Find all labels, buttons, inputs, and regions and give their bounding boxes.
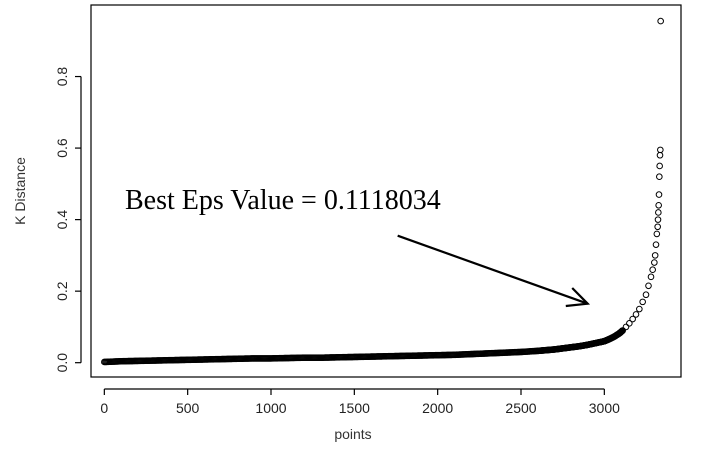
x-tick-label: 2500 <box>505 400 536 416</box>
x-tick-label: 1500 <box>339 400 370 416</box>
data-point <box>655 209 662 216</box>
data-point <box>657 146 664 154</box>
x-axis: 0 500 1000 1500 2000 2500 3000 <box>100 388 620 416</box>
x-tick-label: 3000 <box>589 400 620 416</box>
annotation-arrow-shaft <box>397 234 589 305</box>
x-tick-label: 2000 <box>422 400 453 416</box>
data-point <box>619 327 626 334</box>
data-points <box>101 17 664 366</box>
x-tick-label: 0 <box>100 400 108 416</box>
x-axis-title: points <box>334 426 371 442</box>
data-point <box>629 315 636 323</box>
data-point <box>656 162 663 170</box>
data-point <box>654 223 661 231</box>
data-point <box>656 173 663 180</box>
data-point <box>656 151 664 159</box>
data-point <box>647 273 655 281</box>
data-point <box>639 298 646 306</box>
data-point <box>654 216 662 223</box>
data-point <box>655 202 662 209</box>
data-point <box>636 305 643 313</box>
x-tick-label: 500 <box>176 400 200 416</box>
data-point <box>651 259 658 266</box>
data-point <box>655 191 663 198</box>
y-tick-label: 0.6 <box>54 138 70 158</box>
y-tick-label: 0.2 <box>54 281 70 301</box>
x-tick-label: 1000 <box>255 400 286 416</box>
y-tick-label: 0.8 <box>54 67 70 87</box>
data-point <box>626 320 633 327</box>
annotation-arrow-head <box>565 287 591 308</box>
plot-area-frame <box>90 4 682 378</box>
data-point <box>653 230 661 238</box>
y-axis: 0.0 0.2 0.4 0.6 0.8 <box>54 67 82 373</box>
y-axis-title: K Distance <box>12 157 28 225</box>
annotation-text: Best Eps Value = 0.1118034 <box>125 185 441 216</box>
data-point <box>642 291 650 299</box>
data-point <box>657 17 664 25</box>
data-point <box>652 241 660 248</box>
data-point <box>622 323 630 331</box>
data-point <box>649 266 656 273</box>
y-tick-label: 0.4 <box>54 210 70 230</box>
data-point <box>632 311 640 318</box>
data-point <box>645 282 652 290</box>
data-point <box>651 252 659 259</box>
annotation-layer: Best Eps Value = 0.1118034 <box>125 185 591 308</box>
y-tick-label: 0.0 <box>54 353 70 373</box>
